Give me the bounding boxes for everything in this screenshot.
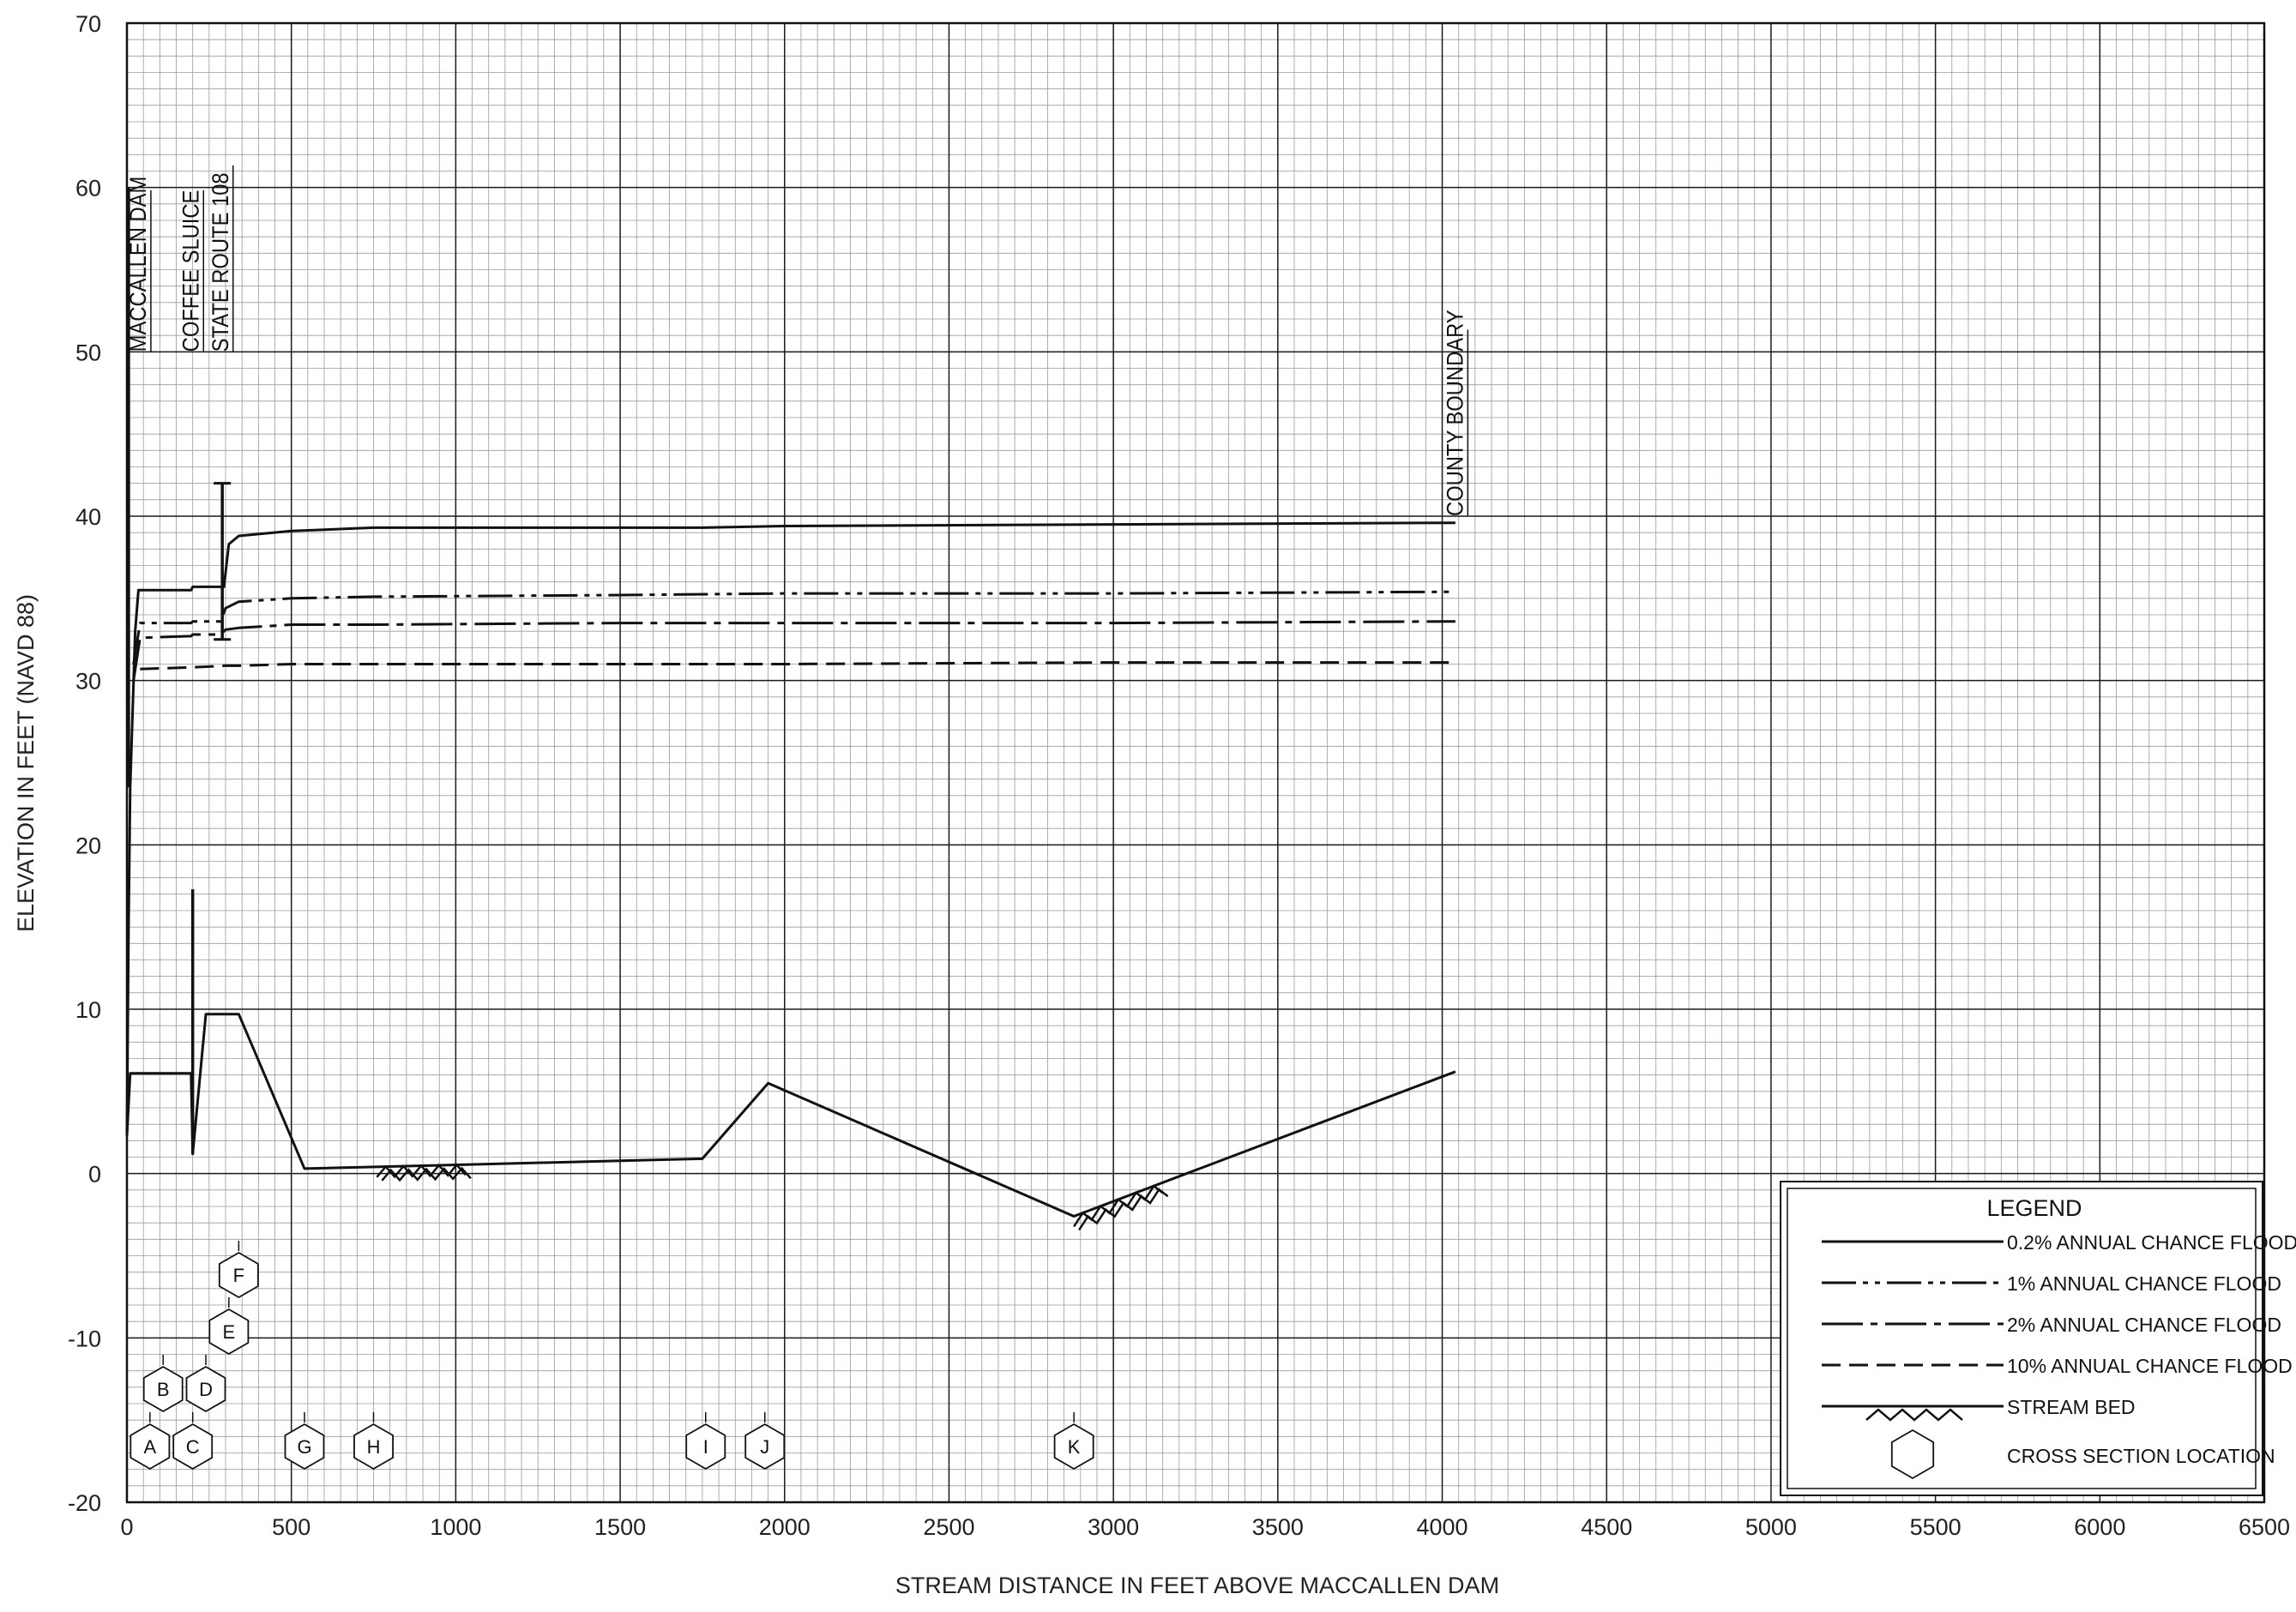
structure-annotation: STATE ROUTE 108 (208, 172, 233, 352)
cross-section-label: A (143, 1436, 156, 1458)
cross-section-label: D (199, 1379, 213, 1400)
cross-section-hexagon (172, 1423, 214, 1471)
x-tick-label: 6500 (2239, 1514, 2290, 1540)
cross-section-label: K (1068, 1436, 1081, 1458)
y-tick-label: 30 (75, 669, 101, 695)
x-tick-label: 2000 (759, 1514, 811, 1540)
y-tick-label: 60 (75, 176, 101, 202)
x-tick-label: 3000 (1088, 1514, 1139, 1540)
legend-item-label: 1% ANNUAL CHANCE FLOOD (2007, 1272, 2281, 1295)
cross-section-hexagon (218, 1251, 259, 1299)
stream-bed-hatch (1078, 1188, 1169, 1231)
cross-section-hexagon (208, 1308, 250, 1356)
cross-section-label: H (367, 1436, 381, 1458)
legend-item-label: 10% ANNUAL CHANCE FLOOD (2007, 1355, 2293, 1377)
plot-border (125, 21, 2266, 1504)
cross-section-label: B (157, 1379, 170, 1400)
structure-annotation: MACCALLEN DAM (126, 177, 152, 352)
legend: LEGEND 0.2% ANNUAL CHANCE FLOOD 1% ANNUAL … (1780, 1181, 2296, 1496)
cross-section-hexagon (744, 1423, 786, 1471)
x-tick-label: 3500 (1252, 1514, 1304, 1540)
cross-section-label: E (223, 1321, 236, 1343)
x-tick-label: 6000 (2074, 1514, 2125, 1540)
plot-frame (125, 21, 2266, 1504)
y-axis-label: ELEVATION IN FEET (NAVD 88) (13, 594, 39, 932)
cross-section-hexagon (142, 1365, 184, 1413)
x-tick-label: 500 (272, 1514, 310, 1540)
legend-item-label: STREAM BED (2007, 1396, 2136, 1418)
stream-bed-hatching (376, 1163, 1169, 1231)
stream-bed-hatch (381, 1166, 472, 1182)
x-tick-label: 4500 (1581, 1514, 1632, 1540)
series-line (125, 521, 1455, 1136)
series-line (132, 590, 1455, 665)
legend-hexagon-swatch (1890, 1429, 1935, 1480)
x-tick-label: 4000 (1416, 1514, 1467, 1540)
x-axis-label: STREAM DISTANCE IN FEET ABOVE MACCALLEN … (895, 1573, 1499, 1598)
y-tick-label: 0 (88, 1162, 101, 1188)
legend-item-label: CROSS SECTION LOCATION (2007, 1445, 2275, 1467)
flood-series (125, 521, 1456, 1218)
series-line (140, 661, 1455, 671)
x-tick-label: 0 (120, 1514, 133, 1540)
y-tick-label: 40 (75, 504, 101, 530)
cross-section-label: F (233, 1265, 244, 1286)
cross-section-hexagon (685, 1423, 726, 1471)
cross-section-hexagon (284, 1423, 325, 1471)
y-tick-label: -20 (68, 1490, 101, 1516)
legend-item-label: 2% ANNUAL CHANCE FLOOD (2007, 1314, 2281, 1336)
x-tick-label: 5000 (1745, 1514, 1797, 1540)
cross-section-hexagon (353, 1423, 395, 1471)
legend-title: LEGEND (1986, 1195, 2082, 1221)
y-tick-label: 50 (75, 340, 101, 365)
cross-section-hexagon (130, 1423, 171, 1471)
y-tick-label: 20 (75, 833, 101, 858)
stream-bed-hatch (376, 1163, 467, 1179)
y-tick-label: 10 (75, 997, 101, 1023)
x-tick-label: 5500 (1910, 1514, 1962, 1540)
y-tick-label: 70 (75, 11, 101, 37)
structure-annotations: MACCALLEN DAM COFFEE SLUICE STATE ROUTE 10… (126, 165, 1469, 516)
cross-section-label: G (297, 1436, 311, 1458)
cross-section-markers: A B C D E F G H I J K (130, 1241, 1094, 1471)
y-tick-label: -10 (68, 1326, 101, 1351)
x-tick-label: 1500 (594, 1514, 646, 1540)
legend-box (1780, 1181, 2263, 1496)
x-tick-label: 2500 (923, 1514, 974, 1540)
axis-tick-labels: 0 500 1000 1500 2000 2500 3000 3500 4000 4500 5000… (68, 11, 2290, 1540)
cross-section-label: J (760, 1436, 769, 1458)
cross-section-label: I (703, 1436, 708, 1458)
cross-section-hexagon (1053, 1423, 1094, 1471)
structure-annotation: COUNTY BOUNDARY (1443, 310, 1468, 516)
legend-inner-box (1787, 1188, 2257, 1489)
legend-hatch-swatch (1865, 1408, 1963, 1422)
series-line (125, 1013, 1456, 1218)
series-line (132, 620, 1455, 681)
cross-section-hexagon (185, 1365, 226, 1413)
x-tick-label: 1000 (430, 1514, 481, 1540)
cross-section-label: C (186, 1436, 200, 1458)
structures (127, 187, 232, 1154)
legend-item-label: 0.2% ANNUAL CHANCE FLOOD (2007, 1231, 2296, 1254)
structure-annotation: COFFEE SLUICE (178, 190, 204, 352)
